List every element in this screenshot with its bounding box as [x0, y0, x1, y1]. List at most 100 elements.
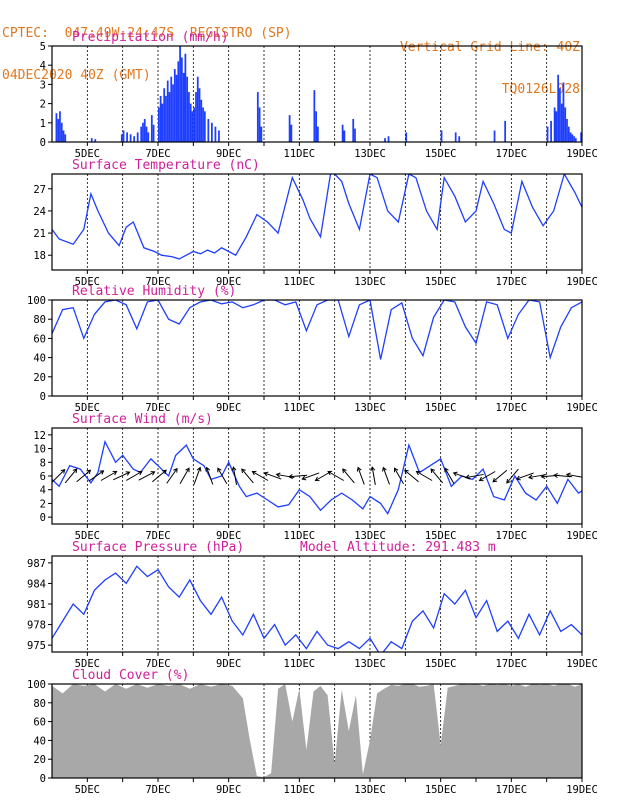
- wind-arrow-head: [553, 473, 558, 478]
- y-tick-label: 4: [40, 485, 46, 497]
- precip-bar: [147, 132, 150, 142]
- wind-arrow: [492, 469, 508, 483]
- precip-bar: [440, 130, 443, 142]
- x-tick-label: 19DEC: [566, 784, 598, 796]
- x-tick-label: 17DEC: [496, 658, 528, 670]
- model-altitude-label: Model Altitude: 291.483 m: [300, 540, 496, 555]
- wind-arrow: [444, 467, 455, 485]
- wind-arrow-head: [565, 472, 571, 478]
- wind-arrow: [302, 472, 320, 480]
- wind-arrow: [264, 472, 282, 480]
- y-tick-label: 981: [27, 599, 46, 611]
- precip-bar: [458, 136, 461, 142]
- precip-bar: [166, 80, 169, 142]
- wind-arrow-head: [72, 468, 78, 474]
- precip-bar: [172, 84, 174, 142]
- x-tick-label: 7DEC: [145, 530, 170, 542]
- precip-bar: [562, 82, 565, 142]
- precip-bar: [182, 72, 185, 142]
- wind-arrow-head: [288, 474, 293, 479]
- precip-bar: [195, 92, 197, 142]
- precip-bar: [203, 111, 206, 142]
- plot-area: [52, 300, 582, 361]
- wind-arrow-head: [251, 470, 257, 476]
- panel-frame: [51, 427, 583, 525]
- precip-bar: [188, 92, 190, 142]
- wind-arrow-head: [60, 468, 66, 474]
- wind-arrow-head: [393, 467, 399, 473]
- x-tick-label: 13DEC: [354, 148, 386, 160]
- precip-bar: [566, 118, 568, 142]
- panel-2: 18 21 24 27 5DEC 7DEC 9DEC 11DEC 13DEC 15DEC 17DEC…: [33, 158, 597, 288]
- x-tick-label: 19DEC: [566, 148, 598, 160]
- x-tick-label: 19DEC: [566, 658, 598, 670]
- wind-arrow: [232, 467, 238, 485]
- wind-arrow-head: [205, 466, 211, 472]
- precip-bar: [177, 61, 180, 142]
- precip-bar: [136, 132, 139, 142]
- wind-arrow-head: [137, 470, 143, 476]
- precip-bar: [170, 76, 173, 142]
- x-tick-label: 11DEC: [284, 784, 316, 796]
- precip-bar: [580, 132, 582, 142]
- wind-arrow-head: [356, 466, 362, 472]
- x-tick-label: 19DEC: [566, 530, 598, 542]
- panel-frame: [51, 173, 583, 271]
- wind-arrow-head: [327, 470, 333, 476]
- wind-arrow-head: [404, 469, 409, 475]
- precip-bar: [571, 134, 574, 142]
- wind-arrow: [193, 467, 201, 485]
- y-tick-label: 60: [33, 717, 46, 729]
- wind-arrow: [166, 468, 178, 484]
- precip-bar: [214, 126, 217, 142]
- wind-arrow-head: [125, 471, 131, 476]
- precip-bar: [196, 76, 199, 142]
- wind-arrow-head: [185, 467, 190, 473]
- wind-arrow-head: [162, 469, 167, 475]
- x-tick-label: 7DEC: [145, 658, 170, 670]
- wind-arrow-head: [314, 476, 320, 482]
- y-tick-label: 987: [27, 558, 46, 570]
- wind-arrow: [113, 471, 130, 481]
- precip-bar: [569, 132, 572, 142]
- wind-arrow: [342, 468, 355, 484]
- precip-bar: [256, 92, 259, 142]
- precip-bar: [504, 120, 507, 142]
- precip-bar: [573, 136, 575, 142]
- x-tick-label: 19DEC: [566, 402, 598, 414]
- x-tick-label: 9DEC: [216, 784, 241, 796]
- y-tick-label: 0: [40, 137, 46, 149]
- x-tick-label: 9DEC: [216, 402, 241, 414]
- precip-bar: [550, 120, 552, 142]
- wind-arrow: [152, 469, 167, 483]
- wind-arrow-head: [86, 469, 92, 475]
- y-tick-label: 2: [40, 99, 46, 111]
- y-tick-label: 20: [33, 754, 46, 766]
- precip-bar: [609, 123, 611, 142]
- precip-bar: [610, 88, 612, 142]
- x-tick-label: 15DEC: [425, 530, 457, 542]
- precip-bar: [175, 74, 178, 142]
- precip-bar: [384, 138, 386, 142]
- panel-4: 0 24 6 810 12 5DEC 7DEC 9DEC 11DEC 13DEC 15DEC 17DE…: [33, 412, 598, 542]
- precip-bar: [258, 107, 261, 142]
- precip-bar: [168, 92, 171, 142]
- header-station-line: CPTEC: 047:49W-24:47S REGISTRO (SP): [2, 26, 292, 41]
- precip-bar: [60, 122, 63, 142]
- y-tick-label: 80: [33, 698, 46, 710]
- y-tick-label: 24: [33, 206, 46, 218]
- wind-arrow-head: [506, 478, 511, 484]
- precip-bar: [557, 74, 560, 142]
- panel-frame: [51, 683, 583, 779]
- x-tick-label: 9DEC: [216, 530, 241, 542]
- wind-arrow-head: [430, 468, 436, 474]
- wind-arrow: [64, 468, 78, 484]
- y-tick-label: 12: [33, 430, 46, 442]
- wind-arrow: [479, 471, 496, 481]
- precip-bar: [55, 113, 58, 142]
- panel-1: 0 1 2 3 4 5 5DEC 7DEC 9DEC 11DEC 13DEC 15DEC 17DEC 19…: [40, 30, 612, 160]
- wind-arrow: [382, 467, 390, 485]
- wind-arrow: [394, 467, 404, 485]
- y-tick-label: 984: [27, 578, 46, 590]
- panel-title: Precipitation (mm/h): [72, 30, 229, 45]
